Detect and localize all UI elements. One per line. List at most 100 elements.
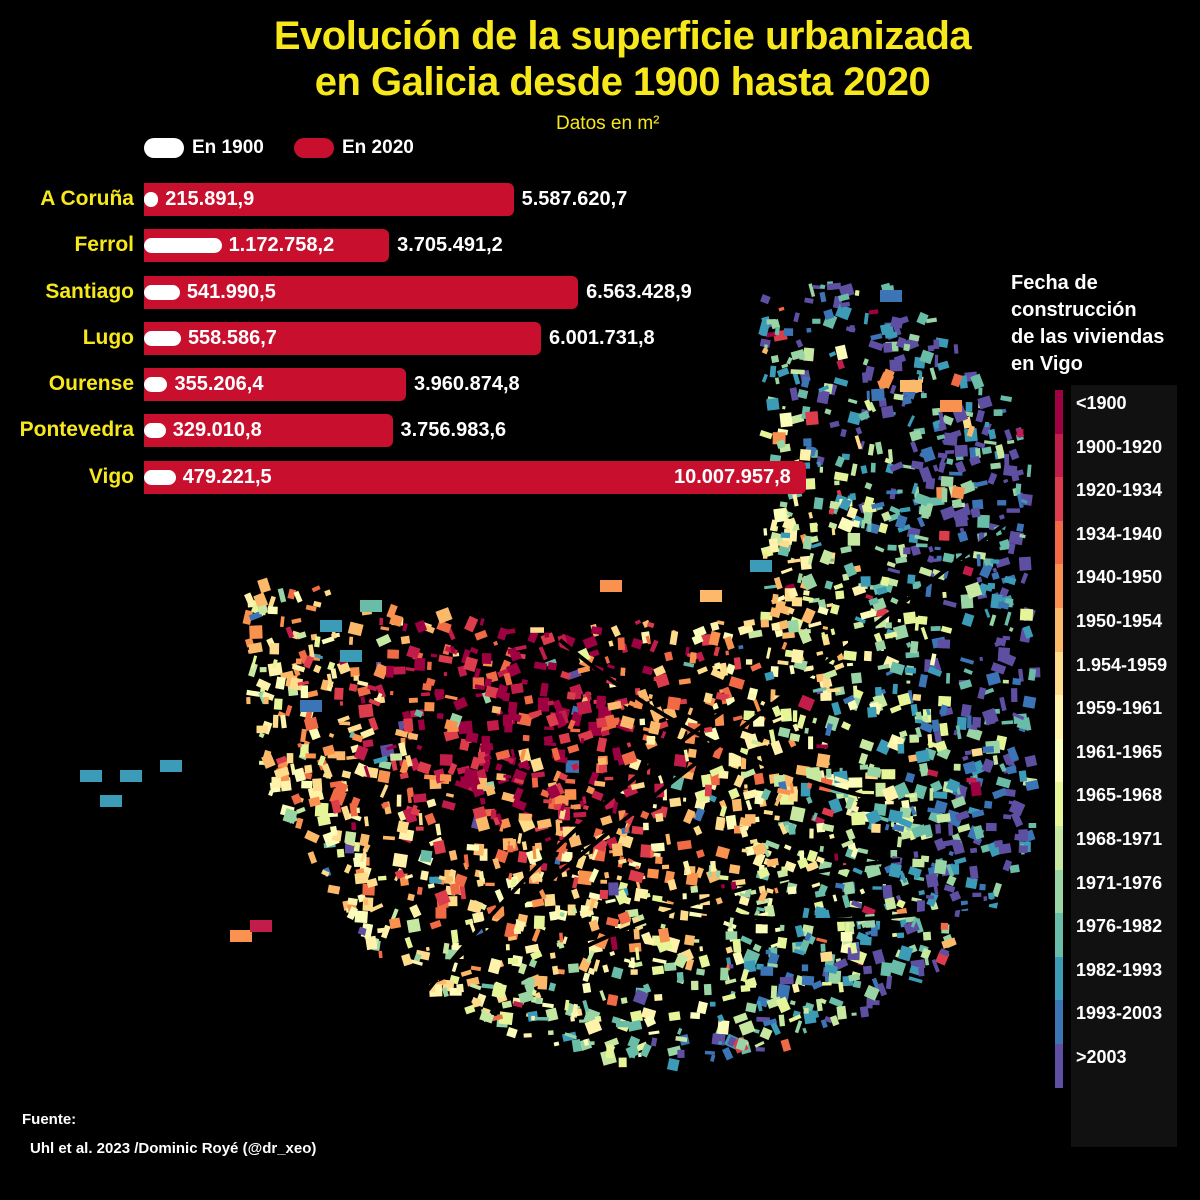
building-block (677, 727, 687, 741)
building-block (770, 740, 784, 756)
building-block (100, 795, 122, 807)
building-block (401, 710, 412, 721)
building-block (896, 899, 906, 909)
building-block (668, 1011, 681, 1022)
building-block (1008, 799, 1026, 817)
building-block (889, 704, 902, 714)
building-block (532, 845, 537, 860)
building-block (831, 701, 842, 716)
building-block (811, 542, 822, 549)
building-block (943, 884, 956, 893)
building-block (789, 805, 806, 823)
building-block (432, 839, 447, 855)
building-block (628, 869, 645, 884)
building-block (543, 735, 554, 744)
scale-swatch (1055, 825, 1063, 870)
building-block (859, 738, 875, 752)
building-block (781, 631, 795, 639)
building-block (740, 768, 756, 780)
building-block (920, 947, 932, 960)
building-block (648, 1030, 660, 1036)
building-block (616, 875, 623, 881)
building-block (932, 464, 939, 472)
building-block (827, 688, 841, 693)
category-label: Ferrol (74, 233, 134, 256)
building-block (885, 975, 893, 990)
building-block (754, 790, 765, 805)
building-block (501, 1000, 513, 1009)
building-block (300, 700, 322, 712)
building-block (510, 748, 516, 757)
building-block (774, 815, 780, 821)
building-block (650, 808, 664, 819)
building-block (412, 793, 427, 803)
building-block (564, 1032, 577, 1040)
building-block (868, 999, 880, 1006)
building-block (470, 965, 482, 972)
building-block (780, 567, 793, 575)
building-block (963, 668, 973, 675)
building-block (1006, 765, 1017, 775)
building-block (1003, 814, 1012, 820)
building-block (1028, 823, 1037, 828)
building-block (959, 657, 975, 665)
data-label-2020: 6.563.428,9 (586, 281, 692, 303)
building-block (890, 822, 895, 827)
building-block (822, 981, 832, 986)
building-block (347, 723, 363, 734)
building-block (780, 1038, 792, 1052)
building-block (836, 793, 844, 799)
building-block (838, 283, 855, 299)
building-block (530, 949, 543, 961)
building-block (607, 663, 615, 670)
building-block (934, 546, 941, 551)
scale-swatch (1055, 651, 1063, 696)
building-block (803, 590, 810, 596)
building-block (887, 567, 901, 574)
building-block (474, 629, 488, 641)
building-block (816, 822, 826, 833)
building-block (495, 749, 511, 761)
building-block (940, 625, 953, 634)
building-block (848, 973, 861, 982)
building-block (534, 991, 542, 1000)
building-block (871, 388, 885, 402)
building-block (930, 625, 941, 632)
scale-swatch (1055, 1000, 1063, 1044)
building-block (378, 950, 383, 959)
building-block (769, 365, 777, 378)
building-block (595, 695, 607, 710)
building-block (826, 768, 832, 778)
building-block (653, 665, 666, 677)
building-block (977, 514, 990, 529)
building-block (901, 396, 912, 405)
building-block (984, 560, 989, 566)
building-block (426, 661, 432, 671)
building-block (248, 642, 263, 654)
building-block (846, 662, 854, 667)
building-block (924, 958, 930, 966)
building-block (936, 555, 942, 561)
building-block (385, 665, 395, 678)
building-block (881, 511, 892, 522)
scale-label: 1.954-1959 (1076, 654, 1168, 675)
building-block (992, 567, 998, 573)
building-block (567, 963, 580, 974)
building-block (904, 772, 916, 783)
building-block (795, 339, 804, 348)
building-block (390, 753, 403, 761)
building-block (710, 1054, 716, 1062)
building-block (743, 619, 756, 627)
building-block (398, 742, 408, 757)
building-block (816, 650, 824, 656)
building-block (655, 813, 664, 823)
building-block (600, 879, 608, 884)
building-block (858, 752, 869, 766)
building-block (925, 317, 938, 324)
building-block (854, 616, 866, 624)
building-block (357, 680, 369, 687)
building-block (896, 336, 907, 349)
building-block (808, 621, 822, 628)
building-block (719, 805, 728, 817)
building-block (669, 630, 679, 646)
